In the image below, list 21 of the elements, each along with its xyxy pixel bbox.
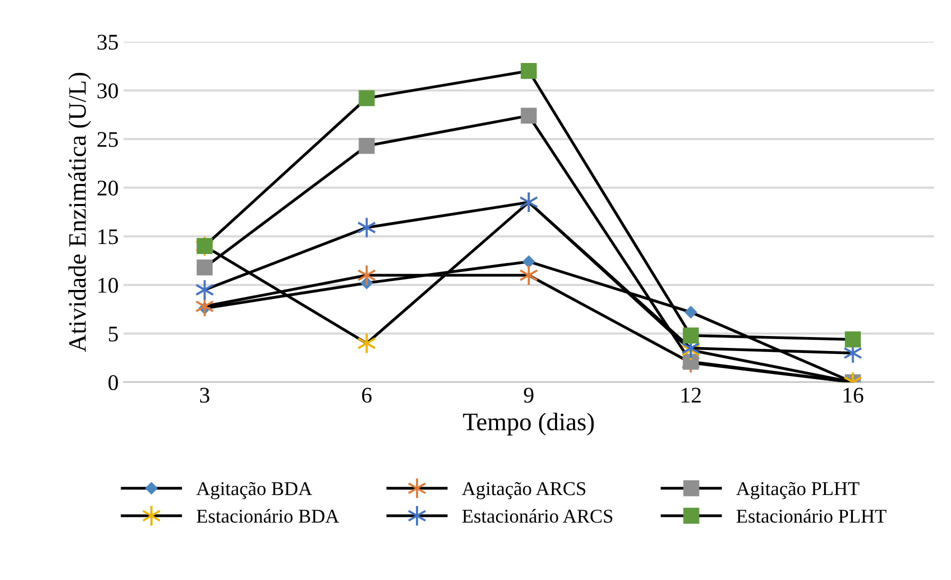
- y-tick-label: 25: [98, 132, 118, 147]
- legend-label: Agitação ARCS: [462, 482, 586, 500]
- y-tick-label: 0: [108, 375, 118, 390]
- y-tick-label: 20: [98, 180, 118, 196]
- x-axis-title: Tempo (dias): [463, 412, 594, 436]
- legend-label: Estacionário PLHT: [736, 509, 886, 523]
- legend-label: Agitação PLHT: [736, 482, 860, 500]
- y-tick-label: 30: [98, 83, 118, 98]
- x-tick-label: 16: [844, 388, 864, 403]
- y-tick-label: 5: [108, 326, 118, 342]
- y-axis-title: Atividade Enzimática (U/L): [68, 72, 91, 352]
- x-tick-label: 6: [362, 388, 372, 403]
- y-tick-label: 35: [98, 34, 118, 50]
- x-tick-label: 3: [200, 388, 210, 403]
- y-tick-label: 10: [98, 278, 118, 293]
- legend-label: Estacionário BDA: [196, 509, 340, 523]
- y-tick-label: 15: [98, 229, 118, 244]
- legend-label: Agitação BDA: [196, 482, 312, 500]
- x-tick-label: 12: [682, 388, 701, 402]
- x-tick-label: 9: [524, 388, 534, 403]
- legend-label: Estacionário ARCS: [462, 509, 612, 523]
